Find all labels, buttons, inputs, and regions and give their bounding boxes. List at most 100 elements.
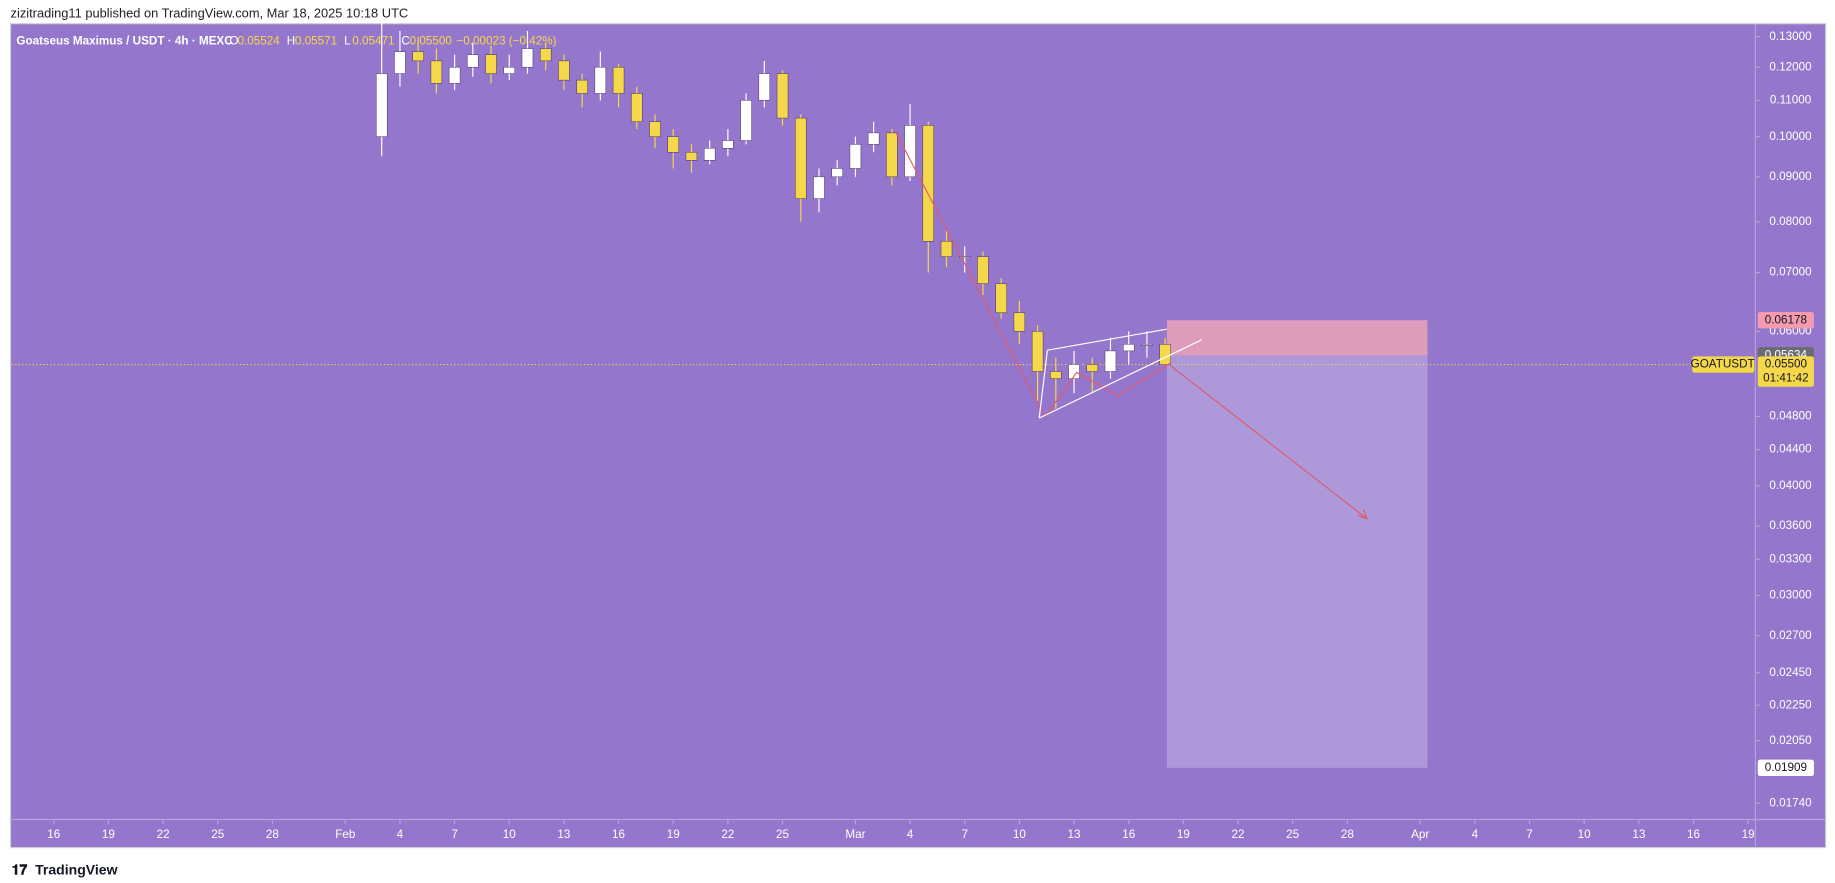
target-arrow (1169, 364, 1368, 520)
candle-body (376, 73, 388, 137)
x-tick-label: 25 (776, 828, 790, 841)
candle-body (1159, 344, 1171, 365)
x-tick-label: 19 (1177, 828, 1190, 841)
candle-body (485, 54, 497, 74)
x-tick-label: 13 (1632, 828, 1645, 841)
chart-area (9, 23, 1827, 849)
candle-body (703, 148, 716, 161)
x-tick-label: 16 (47, 828, 60, 841)
y-tick-label: 0.04800 (1769, 410, 1812, 423)
y-tick-label: 0.11000 (1770, 93, 1812, 106)
candle-body (1141, 344, 1153, 346)
candle-body (649, 121, 661, 137)
ohlc-key: H (287, 34, 295, 47)
candle-body (904, 125, 916, 178)
x-tick-label: 13 (1068, 828, 1081, 841)
x-tick-label: 10 (1578, 828, 1591, 841)
wedge-lower (1038, 339, 1203, 419)
candle-body (758, 73, 771, 101)
x-tick-label: 7 (451, 828, 458, 841)
x-tick-label: 10 (503, 828, 517, 841)
candle-body (1068, 364, 1080, 379)
x-tick-label: 4 (397, 828, 404, 841)
candle-body (1086, 364, 1098, 372)
candle-body (467, 54, 479, 68)
y-tick-label: 0.02050 (1769, 734, 1812, 747)
y-tick-label: 0.02450 (1769, 666, 1812, 679)
candle-body (813, 176, 825, 199)
x-tick-label: 7 (961, 828, 968, 841)
ohlc-key: O (229, 34, 238, 47)
x-tick-label: 10 (1013, 828, 1027, 841)
candle-body (430, 60, 443, 84)
candle-body (776, 73, 789, 119)
candle-body (448, 66, 461, 84)
candle-body (539, 48, 552, 62)
y-tick-label: 0.07000 (1769, 266, 1812, 279)
y-tick-label: 0.03300 (1769, 552, 1812, 565)
x-tick-label: Mar (845, 828, 865, 841)
candle-body (612, 66, 625, 94)
candle-body (867, 132, 880, 145)
y-tick-label: 0.02250 (1769, 698, 1812, 711)
stop-label: 0.06178 (1765, 313, 1807, 326)
candle-body (1050, 371, 1062, 379)
x-tick-label: 4 (1472, 828, 1479, 841)
x-tick-label: 19 (1742, 828, 1755, 841)
candle-body (1104, 350, 1117, 372)
y-tick-label: 0.10000 (1769, 130, 1812, 143)
symbol-title: Goatseus Maximus / USDT · 4h · MEXC (16, 34, 233, 47)
target-zone (1166, 355, 1428, 768)
arrow-head (1357, 509, 1368, 520)
candle-body (631, 93, 643, 122)
x-tick-label: 16 (612, 828, 625, 841)
plot (11, 22, 1756, 768)
x-tick-label: 22 (157, 828, 170, 841)
x-tick-label: 7 (1526, 828, 1533, 841)
candle-body (995, 283, 1007, 314)
stop-label-bg (1757, 312, 1814, 329)
y-tick-label: 0.08000 (1769, 215, 1812, 228)
symbol-bg (1692, 356, 1755, 373)
x-tick-label: 25 (1286, 828, 1300, 841)
candle-body (886, 132, 898, 178)
candle-body (594, 66, 607, 94)
y-tick-label: 0.04400 (1769, 443, 1812, 456)
last-price-label: 0.05500 (1765, 358, 1808, 371)
candle-body (722, 140, 734, 149)
x-tick-label: 19 (667, 828, 680, 841)
x-tick-label: 19 (102, 828, 115, 841)
ohlc-value: 0.05500 (410, 34, 453, 47)
candle-body (849, 144, 862, 169)
y-tick-label: 0.04000 (1769, 479, 1812, 492)
candle-body (831, 168, 843, 178)
candle-body (977, 256, 989, 284)
last-price-bg (1757, 356, 1814, 387)
x-tick-label: 16 (1122, 828, 1135, 841)
drawings (894, 131, 1368, 520)
legend: Goatseus Maximus / USDT · 4h · MEXC O 0.0… (16, 34, 556, 47)
x-tick-label: 13 (557, 828, 570, 841)
y-tick-label: 0.01740 (1769, 796, 1812, 809)
y-tick-label: 0.13000 (1769, 30, 1812, 43)
candle-body (1031, 331, 1044, 372)
target-label-bg (1757, 759, 1814, 777)
y-tick-label: 0.03600 (1769, 519, 1812, 532)
ohlc-change: −0.00023 (−0.42%) (456, 34, 556, 47)
ohlc-key: L (344, 34, 351, 47)
candle-body (503, 66, 515, 74)
countdown: 01:41:42 (1763, 372, 1809, 385)
x-tick-label: Feb (335, 828, 356, 841)
header: zizitrading11 published on TradingView.c… (11, 6, 409, 21)
x-tick-label: 28 (1341, 828, 1354, 841)
x-tick-label: 22 (721, 828, 734, 841)
symbol-label: GOATUSDT (1691, 358, 1755, 371)
y-tick-label: 0.02700 (1769, 629, 1812, 642)
x-tick-label: 16 (1687, 828, 1700, 841)
footer: TradingView (35, 862, 117, 878)
x-tick-label: 28 (266, 828, 279, 841)
x-tick-label: 25 (211, 828, 225, 841)
ohlc-key: C (401, 34, 409, 47)
stop-zone (1166, 320, 1428, 356)
